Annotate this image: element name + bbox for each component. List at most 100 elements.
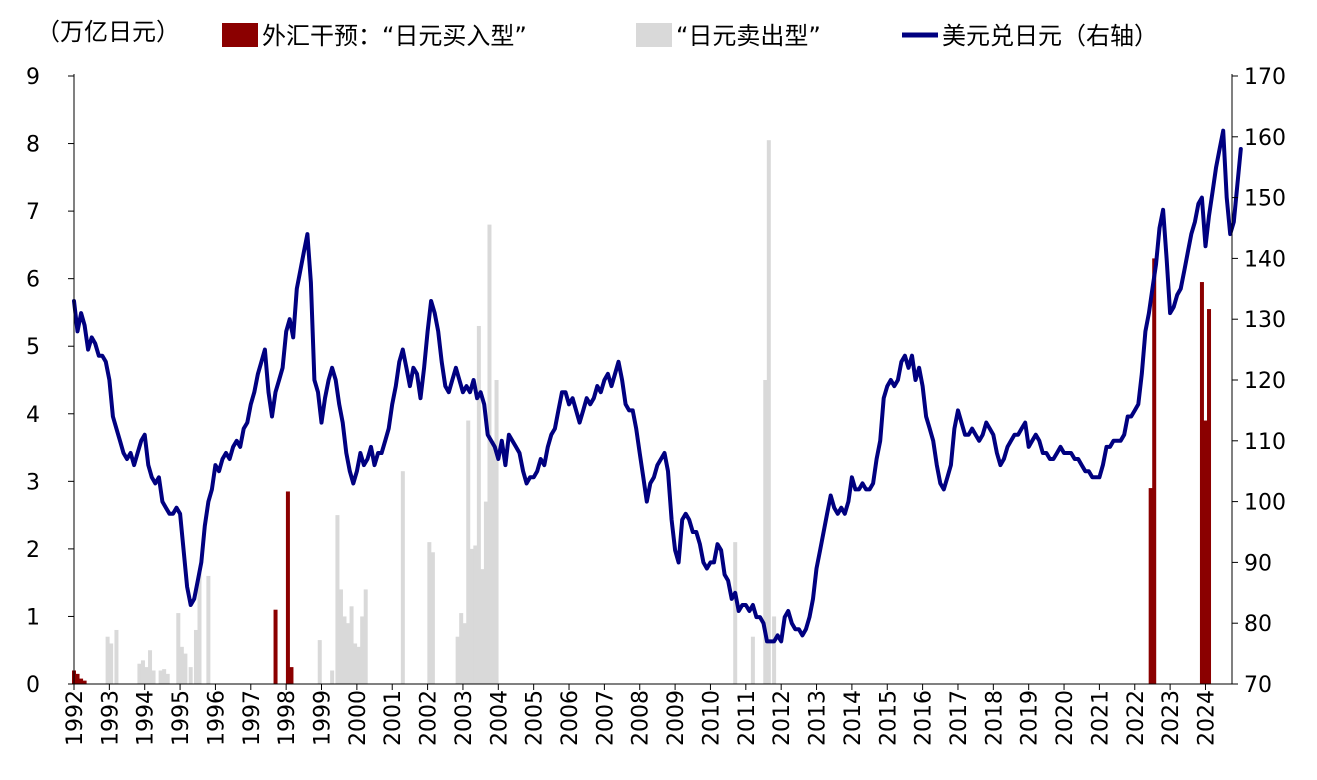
buy-bar [273, 609, 278, 684]
right-tick-label: 90 [1244, 551, 1272, 576]
sell-bar [197, 572, 202, 684]
right-axis-labels: 70 80 90 100 110 120 130 140 150 160 170 [1244, 65, 1286, 698]
buy-bar [1207, 309, 1212, 684]
sell-bar [469, 548, 474, 684]
right-tick-label: 110 [1244, 430, 1286, 455]
right-tick-label: 80 [1244, 612, 1272, 637]
sell-bar [462, 623, 467, 684]
sell-bar [188, 667, 193, 684]
sell-bar [483, 501, 488, 684]
x-tick-label: 2019 [1018, 690, 1043, 746]
sell-bar [109, 643, 114, 684]
sell-bar [206, 575, 211, 684]
usd-jpy-line-series [72, 128, 1243, 644]
x-tick-label: 1999 [311, 690, 336, 746]
sell-bar [335, 515, 340, 684]
x-axis-labels: 1992 1993 1994 1995 1996 1997 1998 1999 2000 2001… [63, 690, 1219, 746]
sell-bar [466, 420, 471, 684]
legend-label-3: 美元兑日元（右轴） [942, 22, 1158, 50]
axes [68, 74, 1238, 690]
x-tick-label: 2013 [806, 690, 831, 746]
sell-bar [473, 545, 478, 684]
sell-bar [317, 640, 322, 684]
buy-bar [1148, 488, 1153, 684]
sell-bar [430, 552, 435, 684]
sell-bar [114, 629, 119, 684]
x-tick-label: 2021 [1088, 690, 1113, 746]
sell-bar [162, 669, 167, 684]
sell-bar [733, 542, 738, 684]
x-tick-label: 2018 [982, 690, 1007, 746]
buy-bar [289, 667, 294, 684]
left-tick-label: 5 [26, 335, 40, 360]
sell-bar [137, 663, 142, 684]
buy-bar [82, 680, 87, 684]
buy-bar [75, 673, 80, 684]
x-tick-label: 1997 [240, 690, 265, 746]
x-tick-label: 2000 [346, 690, 371, 746]
sell-bar [193, 629, 198, 684]
left-tick-label: 9 [26, 65, 40, 90]
buy-bar [285, 491, 290, 684]
x-tick-label: 2015 [876, 690, 901, 746]
sell-bar [330, 670, 335, 684]
x-tick-label: 2010 [699, 690, 724, 746]
x-tick-label: 2024 [1194, 690, 1219, 746]
x-tick-label: 2022 [1124, 690, 1149, 746]
x-tick-label: 1992 [63, 690, 88, 746]
x-tick-label: 2003 [452, 690, 477, 746]
sell-bar [179, 646, 184, 684]
legend-swatch-1 [222, 23, 258, 47]
buy-bar [79, 678, 84, 684]
sell-bar [455, 636, 460, 684]
sell-bar [476, 325, 481, 684]
x-tick-label: 2017 [947, 690, 972, 746]
sell-bar [165, 673, 170, 684]
right-tick-label: 130 [1244, 308, 1286, 333]
legend-label-1: 外汇干预：“日元买入型” [262, 22, 527, 50]
x-tick-label: 2007 [593, 690, 618, 746]
sell-bar [494, 380, 499, 684]
sell-bar [349, 606, 354, 684]
right-tick-label: 160 [1244, 126, 1286, 151]
usd-jpy-line [72, 128, 1243, 644]
sell-bar [151, 670, 156, 684]
sell-bar [140, 660, 145, 684]
legend: 外汇干预：“日元买入型” “日元卖出型” 美元兑日元（右轴） [222, 22, 1158, 50]
left-tick-label: 1 [26, 605, 40, 630]
x-tick-label: 2008 [629, 690, 654, 746]
buy-interventions-bars [72, 258, 1212, 684]
x-tick-label: 2014 [841, 690, 866, 746]
left-tick-label: 7 [26, 200, 40, 225]
x-tick-label: 2012 [770, 690, 795, 746]
right-tick-label: 120 [1244, 369, 1286, 394]
left-tick-label: 8 [26, 133, 40, 158]
sell-bar [459, 613, 464, 684]
sell-bar [356, 646, 361, 684]
sell-bar [148, 650, 153, 684]
sell-bar [487, 224, 492, 684]
x-tick-label: 1996 [204, 690, 229, 746]
buy-bar [1199, 282, 1204, 684]
x-tick-label: 1995 [169, 690, 194, 746]
left-tick-label: 0 [26, 673, 40, 698]
x-tick-label: 2020 [1053, 690, 1078, 746]
sell-bar [400, 471, 405, 684]
x-tick-label: 2002 [417, 690, 442, 746]
x-tick-label: 2009 [664, 690, 689, 746]
sell-bar [176, 613, 181, 684]
sell-bar [158, 670, 163, 684]
x-tick-label: 2016 [912, 690, 937, 746]
right-tick-label: 170 [1244, 65, 1286, 90]
left-axis-labels: 0 1 2 3 4 5 6 7 8 9 [26, 65, 40, 698]
sell-bar [360, 616, 365, 684]
left-tick-label: 6 [26, 268, 40, 293]
sell-bar [427, 542, 432, 684]
sell-bar [750, 636, 755, 684]
legend-label-2: “日元卖出型” [676, 22, 821, 50]
sell-bar [491, 440, 496, 684]
left-tick-label: 2 [26, 538, 40, 563]
buy-bar [1152, 258, 1157, 684]
right-tick-label: 70 [1244, 673, 1272, 698]
